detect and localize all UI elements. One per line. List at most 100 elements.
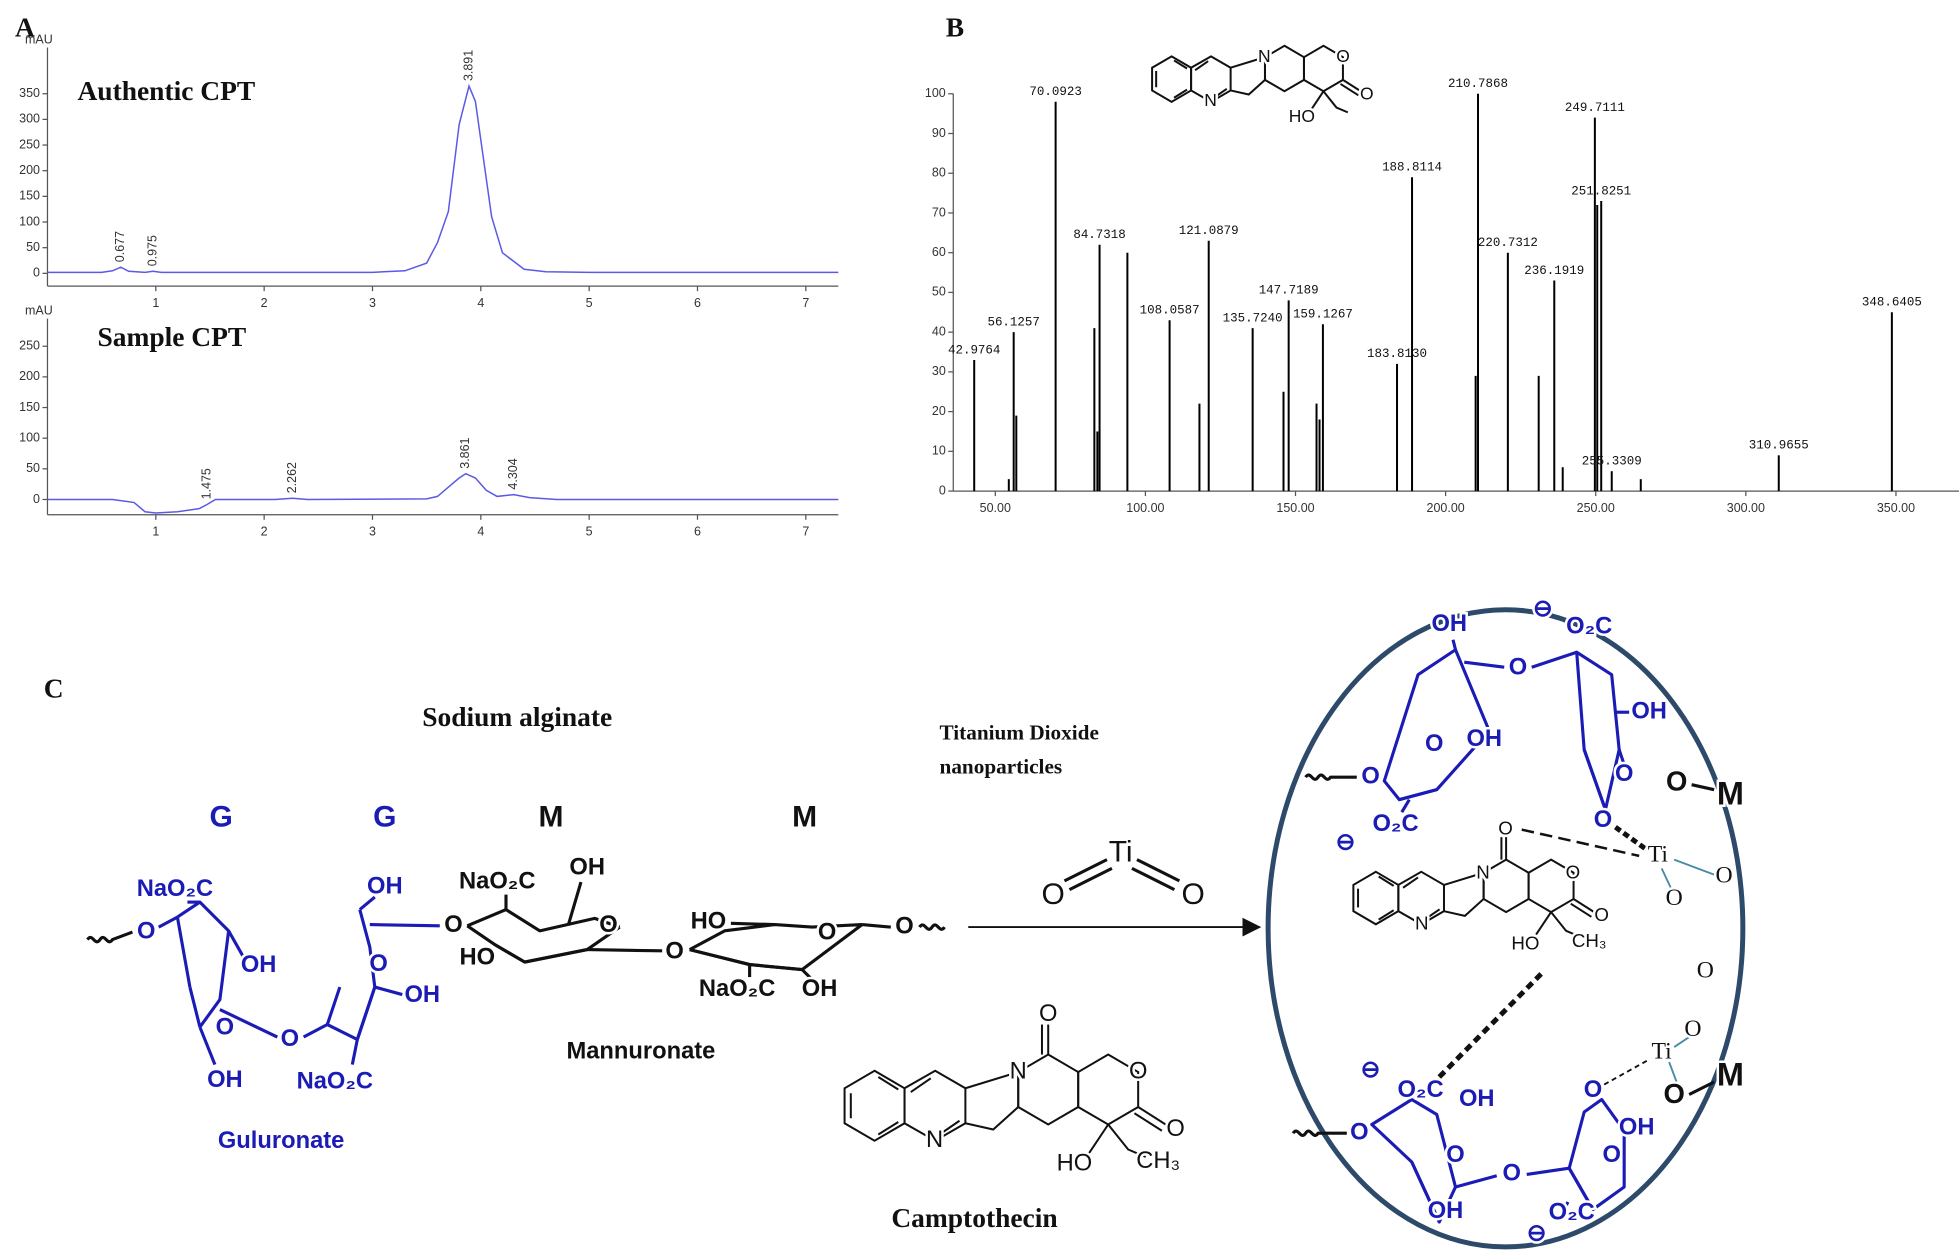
x-tick-label: 50.00	[980, 501, 1011, 515]
chart-title: Authentic CPT	[77, 76, 255, 106]
peak-label: 255.3309	[1582, 455, 1642, 469]
x-tick-label: 6	[694, 296, 701, 310]
structure-label: NaO₂C	[459, 868, 535, 894]
peak-label: 4.304	[506, 458, 520, 489]
peak-label: 121.0879	[1179, 224, 1239, 238]
structure-label: O	[1446, 1142, 1464, 1168]
structure-label: NaO₂C	[699, 976, 775, 1002]
structure-label: O	[1350, 1120, 1368, 1146]
peak-label: 108.0587	[1140, 304, 1200, 318]
structure-label: NaO₂C	[137, 876, 213, 902]
structure-label: OH	[241, 952, 277, 978]
structure-label: O	[1566, 861, 1581, 882]
structure-label: OH	[1431, 611, 1467, 637]
structure-label: Ti	[1648, 841, 1669, 867]
structure-label: O	[369, 951, 387, 977]
peak-label: 1.475	[200, 468, 214, 499]
structure-label: O	[1615, 761, 1633, 787]
structure-label: O	[1697, 958, 1714, 984]
peak-label: 159.1267	[1293, 308, 1353, 322]
peak-label: 0.677	[113, 231, 127, 262]
peak-label: 135.7240	[1223, 311, 1283, 325]
peak-label: 3.891	[461, 50, 475, 81]
structure-label: HO	[691, 908, 727, 934]
structure-label: OH	[569, 855, 605, 881]
peak-label: 251.8251	[1571, 184, 1631, 198]
y-tick-label: 10	[932, 444, 946, 458]
y-tick-label: 0	[33, 492, 40, 506]
structure-label: O₂C	[1566, 614, 1612, 640]
structure-label: O	[1498, 818, 1513, 839]
trace	[47, 472, 839, 514]
trace	[47, 83, 839, 274]
structure-label: OH	[1459, 1086, 1495, 1112]
y-tick-label: 90	[932, 126, 946, 140]
structure-label: N	[1476, 861, 1490, 882]
structure-label: M	[1717, 775, 1744, 811]
peak-label: 56.1257	[987, 315, 1039, 329]
structure-label: M	[538, 800, 563, 833]
complex-structure	[1265, 607, 1746, 1250]
y-tick-label: 100	[19, 430, 40, 444]
structure-label: O	[281, 1026, 299, 1052]
y-tick-label: 30	[932, 364, 946, 378]
y-tick-label: 60	[932, 245, 946, 259]
x-tick-label: 7	[802, 525, 809, 539]
y-tick-label: 50	[932, 285, 946, 299]
structure-label: Mannuronate	[566, 1038, 715, 1064]
y-tick-label: 100	[19, 214, 40, 228]
y-tick-label: 20	[932, 404, 946, 418]
structure-label: O	[1594, 807, 1612, 833]
peak-label: 70.0923	[1029, 85, 1081, 99]
x-tick-label: 2	[261, 296, 268, 310]
structure-label: O	[1039, 1001, 1057, 1027]
structure-label: M	[1717, 1057, 1744, 1093]
y-tick-label: 350	[19, 86, 40, 100]
peak-label: 84.7318	[1073, 228, 1125, 242]
y-tick-label: 250	[19, 339, 40, 353]
structure-label: O	[665, 938, 683, 964]
y-tick-label: 50	[26, 461, 40, 475]
peak-label: 210.7868	[1448, 77, 1508, 91]
y-tick-label: 40	[932, 324, 946, 338]
camptothecin-structure	[843, 44, 1596, 1159]
structure-label: N	[1415, 913, 1429, 934]
structure-label: O	[1716, 863, 1733, 889]
structure-label: O	[1584, 1077, 1602, 1103]
x-tick-label: 5	[586, 296, 593, 310]
x-tick-label: 1	[152, 525, 159, 539]
structure-label: O	[599, 912, 617, 938]
structure-label: N	[1258, 46, 1271, 66]
peak-label: 183.8130	[1367, 347, 1427, 361]
y-axis-label: mAU	[25, 32, 53, 46]
structure-label: O₂C	[1549, 1199, 1595, 1225]
x-tick-label: 100.00	[1126, 501, 1164, 515]
structure-label: O	[1602, 1142, 1620, 1168]
structure-label: Guluronate	[218, 1128, 345, 1154]
peak-label: 0.975	[145, 235, 159, 266]
panel-letter: C	[44, 673, 64, 703]
y-tick-label: 0	[939, 483, 946, 497]
x-tick-label: 7	[802, 296, 809, 310]
structure-label: O₂C	[1372, 811, 1418, 837]
panel-letter: B	[946, 12, 964, 42]
x-tick-label: 150.00	[1276, 501, 1314, 515]
structure-label: O	[895, 913, 913, 939]
y-tick-label: 80	[932, 166, 946, 180]
structure-label: OH	[404, 982, 440, 1008]
product-name: Camptothecin	[891, 1203, 1057, 1233]
structure-label: O	[1361, 763, 1379, 789]
panel-letter: A	[15, 12, 35, 42]
structure-label: OH	[1466, 726, 1502, 752]
structure-label: O	[1360, 84, 1374, 104]
structure-label: N	[1204, 90, 1217, 110]
structure-label: ⊖	[1527, 1221, 1547, 1247]
structure-label: O	[1663, 1078, 1684, 1109]
y-tick-label: 300	[19, 112, 40, 126]
peak-label: 3.861	[458, 437, 472, 468]
peak-label: 236.1919	[1524, 264, 1584, 278]
y-tick-label: 0	[33, 266, 40, 280]
peak-label: 310.9655	[1749, 439, 1809, 453]
structure-label: HO	[459, 945, 495, 971]
